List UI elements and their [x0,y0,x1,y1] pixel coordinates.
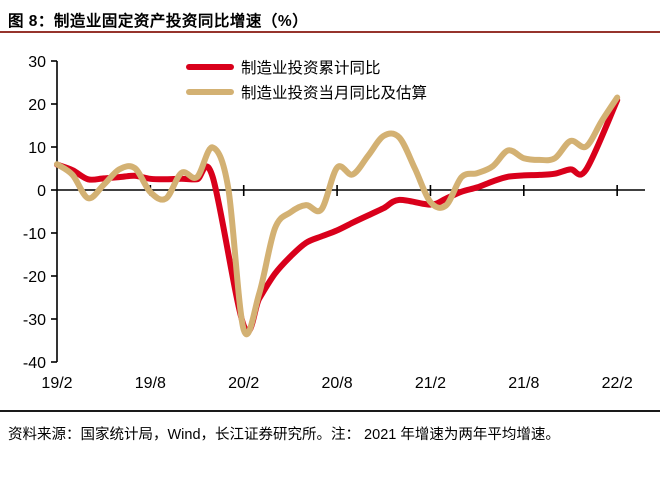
x-tick-label: 22/2 [602,375,633,392]
figure-title: 图 8：制造业固定资产投资同比增速（%） [8,13,309,30]
legend-item-monthly: 制造业投资当月同比及估算 [186,79,427,104]
x-tick-label: 20/2 [228,375,259,392]
y-tick-label: -20 [23,269,46,286]
chart-legend: 制造业投资累计同比 制造业投资当月同比及估算 [186,54,427,104]
footer-rule [0,410,660,412]
source-note: 资料来源：国家统计局，Wind，长江证券研究所。注： 2021 年增速为两年平均… [8,427,560,443]
x-tick-label: 19/2 [41,375,72,392]
title-rule [0,31,660,33]
y-tick-label: -30 [23,312,46,329]
legend-swatch-tan-line [186,88,234,95]
y-tick-label: 30 [28,54,46,71]
x-tick-label: 21/2 [415,375,446,392]
x-tick-label: 19/8 [135,375,166,392]
y-tick-label: -40 [23,355,46,372]
series-line-cumulative [54,97,621,335]
y-tick-label: 20 [28,97,46,114]
legend-swatch-red-line [186,63,234,70]
legend-label: 制造业投资当月同比及估算 [241,84,428,102]
y-tick-label: 10 [28,140,46,157]
y-tick-label: 0 [37,183,46,200]
legend-item-cumulative: 制造业投资累计同比 [186,54,427,79]
y-tick-label: -10 [23,226,46,243]
legend-label: 制造业投资累计同比 [241,59,381,77]
series-line-monthly [54,94,621,338]
x-tick-label: 21/8 [508,375,539,392]
x-tick-label: 20/8 [322,375,353,392]
